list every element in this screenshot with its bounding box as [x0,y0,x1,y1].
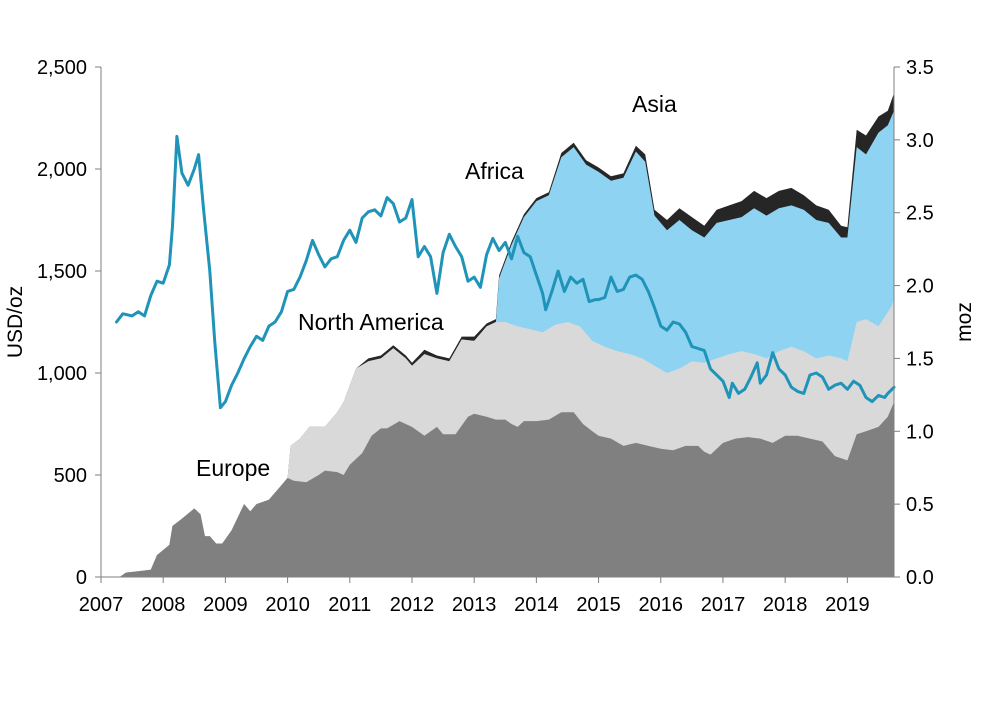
right-tick-label: 3.0 [906,130,934,152]
x-axis-ticks: 2007 2008 2009 2010 2011 2012 2013 2014 2015 2016… [79,577,870,616]
left-tick-label: 0 [76,567,87,589]
left-tick-label: 500 [54,465,87,487]
x-tick-label: 2010 [265,594,310,616]
left-tick-label: 1,000 [37,363,87,385]
x-tick-label: 2019 [825,594,870,616]
label-asia: Asia [632,91,677,117]
right-axis-title: moz [953,302,976,342]
right-axis-ticks: 0.0 0.5 1.0 1.5 2.0 2.5 3.0 3.5 [894,57,934,589]
label-north-america: North America [298,309,444,335]
left-tick-label: 2,500 [37,57,87,79]
axes-group [100,67,895,578]
x-tick-label: 2011 [328,594,371,616]
x-tick-label: 2013 [452,594,497,616]
label-europe: Europe [196,455,270,481]
x-tick-label: 2009 [203,594,248,616]
x-tick-label: 2007 [79,594,124,616]
x-tick-label: 2017 [701,594,746,616]
right-tick-label: 2.5 [906,203,934,225]
stacked-area-group [119,93,894,577]
x-tick-label: 2014 [514,594,559,616]
right-tick-label: 1.5 [906,348,934,370]
x-tick-label: 2016 [639,594,684,616]
x-tick-label: 2018 [763,594,808,616]
price-line-group [115,134,896,410]
right-tick-label: 0.5 [906,494,934,516]
x-tick-label: 2015 [576,594,621,616]
x-tick-label: 2008 [141,594,186,616]
price-line [115,134,896,410]
right-tick-label: 0.0 [906,567,934,589]
left-tick-label: 2,000 [37,159,87,181]
left-axis-ticks: 0 500 1,000 1,500 2,000 2,500 [37,57,101,589]
area-europe [119,402,894,577]
left-tick-label: 1,500 [37,261,87,283]
x-tick-label: 2012 [390,594,435,616]
right-tick-label: 2.0 [906,276,934,298]
right-tick-label: 1.0 [906,421,934,443]
left-axis-title: USD/oz [4,286,27,358]
label-africa: Africa [465,158,524,184]
right-tick-label: 3.5 [906,57,934,79]
